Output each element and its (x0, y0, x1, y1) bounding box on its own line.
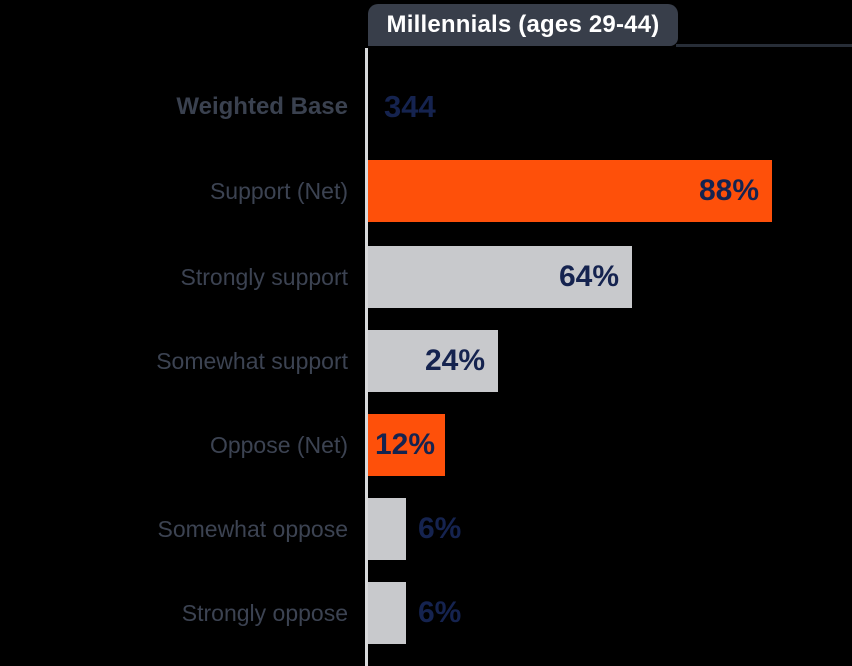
bar-row-somewhat-oppose: Somewhat oppose 6% (157, 498, 462, 560)
category-label: Strongly support (180, 264, 348, 290)
axis-line (365, 48, 368, 666)
category-label: Somewhat support (156, 348, 348, 374)
value-label: 6% (418, 596, 462, 629)
bar-somewhat-support: 24% (368, 330, 498, 392)
value-label: 64% (558, 260, 619, 293)
column-header-title: Millennials (ages 29-44) (386, 11, 660, 38)
weighted-base-label: Weighted Base (176, 93, 348, 120)
category-label: Strongly oppose (181, 600, 348, 626)
bar-row-strongly-support: Strongly support 64% (181, 246, 632, 308)
weighted-base-row: Weighted Base 344 (176, 76, 436, 138)
value-label: 24% (424, 344, 485, 377)
bar-oppose-net: 12% (368, 414, 445, 476)
column-header-tab: Millennials (ages 29-44) (368, 4, 678, 46)
bar-row-somewhat-support: Somewhat support 24% (156, 330, 498, 392)
category-label: Somewhat oppose (157, 516, 348, 542)
value-label: 88% (698, 174, 759, 207)
bar-strongly-support: 64% (368, 246, 632, 308)
category-label: Oppose (Net) (209, 432, 348, 458)
value-label: 12% (374, 428, 435, 461)
bar-support-net: 88% (368, 160, 772, 222)
bar-somewhat-oppose (368, 498, 406, 560)
bar-row-strongly-oppose: Strongly oppose 6% (182, 582, 462, 644)
weighted-base-value: 344 (384, 89, 436, 124)
bar-row-support-net: Support (Net) 88% (210, 160, 772, 222)
header-underline-rule (676, 44, 852, 47)
bar-strongly-oppose (368, 582, 406, 644)
category-label: Support (Net) (209, 178, 348, 204)
bar-row-oppose-net: Oppose (Net) 12% (210, 414, 445, 476)
value-label: 6% (418, 512, 462, 545)
